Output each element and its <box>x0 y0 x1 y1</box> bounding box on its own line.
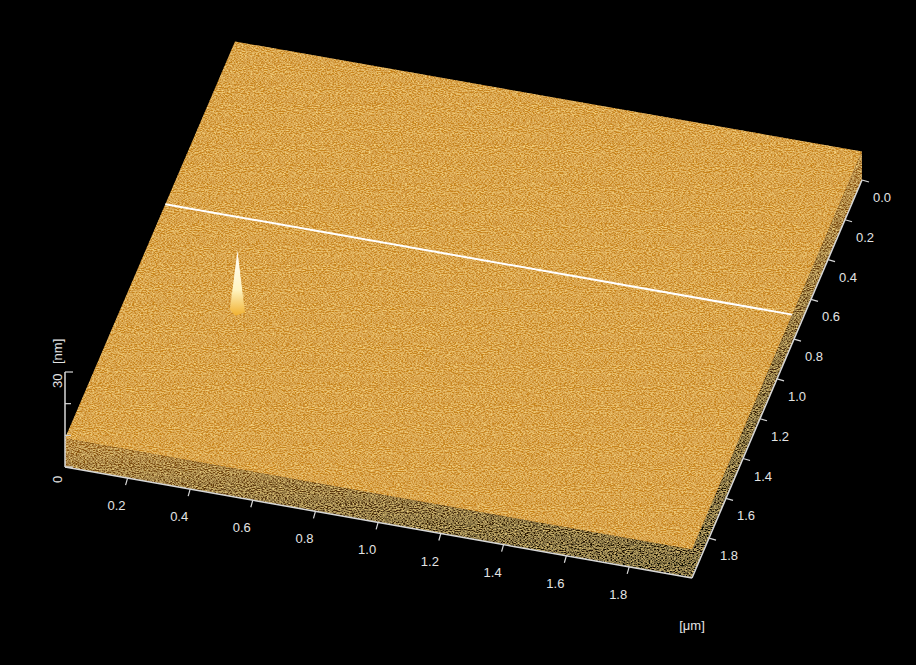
x-axis-title: [μm] <box>679 618 705 633</box>
z-tick-label: 0 <box>50 476 65 483</box>
x-tick <box>188 489 190 496</box>
x-tick-label: 1.8 <box>609 587 627 602</box>
y-tick <box>811 299 818 301</box>
x-tick <box>627 567 629 574</box>
y-tick-label: 1.6 <box>737 508 755 523</box>
x-tick <box>376 522 378 529</box>
y-tick-label: 1.8 <box>720 548 738 563</box>
x-tick-label: 0.2 <box>108 498 126 513</box>
x-tick-label: 0.8 <box>295 531 313 546</box>
x-tick-label: 1.4 <box>484 565 502 580</box>
y-tick <box>862 180 869 182</box>
x-tick <box>439 534 441 541</box>
y-tick <box>709 538 716 540</box>
z-tick-label: 30 <box>50 374 65 388</box>
y-tick-label: 0.4 <box>839 270 857 285</box>
z-tick <box>65 371 73 372</box>
x-tick <box>126 478 128 485</box>
x-tick <box>251 500 253 507</box>
x-axis-line <box>65 467 692 578</box>
y-tick <box>845 220 852 222</box>
z-tick <box>65 466 73 467</box>
y-tick-label: 1.2 <box>771 429 789 444</box>
x-tick-label: 1.6 <box>546 576 564 591</box>
z-minor-tick <box>65 435 71 436</box>
z-axis-title: [nm] <box>50 339 65 364</box>
x-tick <box>502 545 504 552</box>
surface <box>65 42 862 550</box>
profile-line <box>165 204 792 314</box>
x-tick-label: 1.0 <box>358 542 376 557</box>
chart: 0.2 0.4 0.6 0.8 1.0 1.2 1.4 1.6 1.8 [μm] 0.0 0.2 0.4… <box>0 0 916 665</box>
x-tick <box>564 556 566 563</box>
spike <box>230 251 245 316</box>
y-tick-label: 1.0 <box>788 389 806 404</box>
y-tick <box>777 379 784 381</box>
y-axis-line <box>692 180 862 578</box>
y-tick <box>726 498 733 500</box>
x-tick-label: 0.4 <box>170 509 188 524</box>
x-tick-label: 0.6 <box>233 520 251 535</box>
y-tick-label: 0.8 <box>805 349 823 364</box>
x-tick-label: 1.2 <box>421 554 439 569</box>
y-tick <box>794 339 801 341</box>
y-tick <box>743 459 750 461</box>
plot-area <box>65 42 862 579</box>
x-tick <box>313 511 315 518</box>
y-tick-label: 0.0 <box>873 190 891 205</box>
y-tick-label: 0.2 <box>856 230 874 245</box>
y-tick-label: 1.4 <box>754 469 772 484</box>
y-tick <box>760 419 767 421</box>
axes: 0.2 0.4 0.6 0.8 1.0 1.2 1.4 1.6 1.8 [μm] 0.0 0.2 0.4… <box>50 180 891 633</box>
y-tick <box>828 260 835 262</box>
y-tick-label: 0.6 <box>822 309 840 324</box>
z-minor-tick <box>65 403 71 404</box>
